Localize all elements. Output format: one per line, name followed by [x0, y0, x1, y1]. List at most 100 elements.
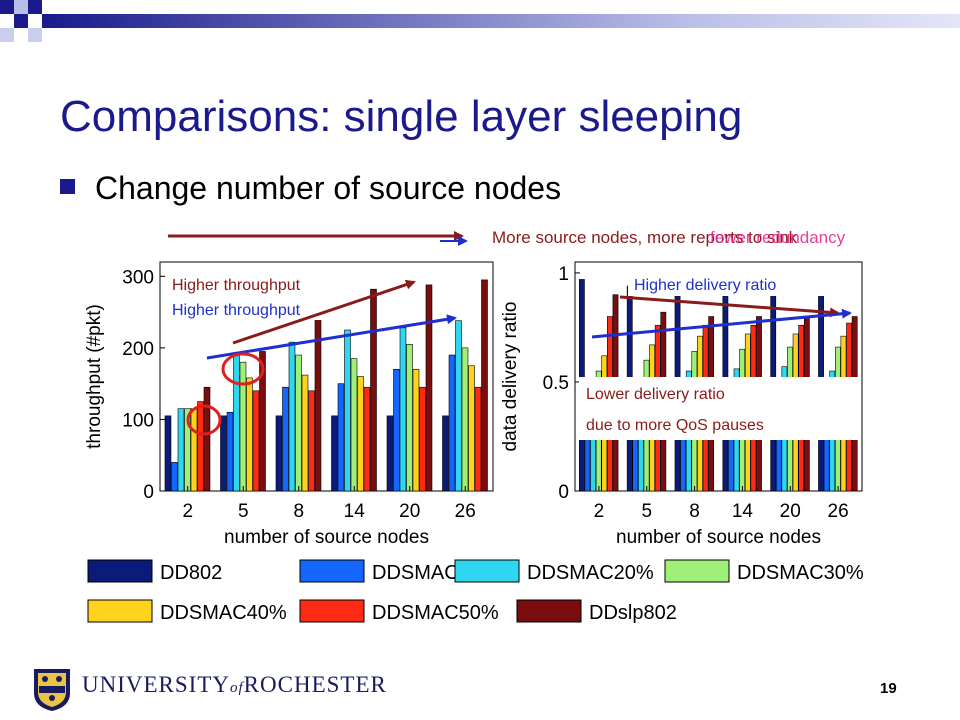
highlight-circle-2	[221, 352, 265, 386]
chart-2-xtick-label: 2	[594, 501, 605, 522]
chart-1-bar-DDSMAC50%-26	[474, 386, 482, 492]
left-arrow-dark	[232, 279, 416, 345]
chart-2-xtick-label: 26	[828, 501, 849, 522]
chart-1-bar-DD802-20	[386, 415, 394, 492]
chart-1-bar-DDSMAC30%-5	[239, 361, 247, 492]
legend-label-DDSMAC40%: DDSMAC40%	[160, 602, 287, 624]
corner-square-2	[14, 0, 28, 14]
chart-1-bar-DDSMAC50%-2	[197, 401, 204, 492]
right-annotation-bg	[628, 272, 852, 296]
wordmark-rochester: ROCHESTER	[243, 672, 387, 697]
chart-1-xlabel: number of source nodes	[224, 527, 429, 548]
chart-1-bar-DDSMAC50%-5	[252, 390, 260, 492]
chart-1-bar-DDslp802-2	[203, 386, 211, 492]
university-wordmark: UNIVERSITYofROCHESTER	[82, 672, 387, 698]
chart-1-bar-DDslp802-26	[481, 279, 488, 492]
chart-1-bar-DDSMAC10%-2	[171, 462, 178, 492]
legend-label-DDSMAC20%: DDSMAC20%	[527, 562, 654, 584]
chart-1-xtick-label: 20	[399, 501, 420, 522]
legend-label-DDSMAC30%: DDSMAC30%	[737, 562, 864, 584]
chart-1-bar-DDSMAC40%-14	[357, 376, 364, 492]
chart-1-bar-DDSMAC30%-20	[406, 343, 413, 492]
chart-1-bar-DDSMAC40%-2	[190, 408, 198, 492]
chart-1-xtick-label: 5	[238, 501, 249, 522]
chart-2-xtick-label: 8	[689, 501, 700, 522]
chart-1-bar-DDSMAC50%-20	[419, 386, 426, 492]
chart-2-ytick-label: 0.5	[543, 373, 569, 394]
chart-1-bar-DD802-8	[275, 415, 283, 492]
chart-1-bar-DDSMAC20%-14	[344, 329, 351, 492]
chart-1-ylabel: throughput (#pkt)	[84, 304, 105, 449]
top-annotation-a: More source nodes, more reports to sink	[492, 228, 798, 247]
bullet-square-icon	[60, 179, 75, 194]
legend-swatch-DDSMAC10%	[299, 559, 365, 583]
chart-1-ytick-label: 100	[122, 410, 154, 431]
slide-title: Comparisons: single layer sleeping	[60, 92, 743, 141]
chart-1-bar-DDSMAC20%-26	[455, 320, 462, 492]
chart-2-ylabel: data delivery ratio	[500, 302, 521, 452]
chart-1-bar-DDSMAC40%-20	[412, 369, 420, 492]
chart-1-bar-DD802-2	[164, 415, 172, 492]
chart-2-xlabel: number of source nodes	[616, 527, 821, 548]
chart-1-ytick-label: 0	[143, 482, 154, 503]
top-annotation-b: fewer redundancy	[710, 228, 846, 247]
chart-1-bar-DDSMAC20%-2	[177, 408, 185, 492]
legend-swatch-DDSMAC50%	[299, 599, 365, 623]
chart-1-bar-DDSMAC20%-8	[288, 341, 296, 492]
university-seal-icon	[34, 669, 70, 711]
legend-swatch-DD802	[87, 559, 153, 583]
corner-square-5	[0, 28, 14, 42]
chart-1-xtick-label: 8	[293, 501, 304, 522]
corner-square-4	[14, 14, 28, 28]
lower-annotation-line2: due to more QoS pauses	[586, 417, 764, 434]
legend-swatch-DDSMAC30%	[664, 559, 730, 583]
bullet-text: Change number of source nodes	[95, 170, 562, 206]
corner-square-6	[28, 28, 42, 42]
chart-1-bar-DDSMAC10%-20	[393, 369, 400, 492]
chart-1-bar-DDSMAC50%-8	[308, 390, 315, 492]
legend-label-DDslp802: DDslp802	[589, 602, 677, 624]
bullet-point: Change number of source nodes	[60, 170, 561, 207]
right-arrow-blue	[591, 308, 852, 339]
chart-2-xtick-label: 5	[641, 501, 652, 522]
chart-1-bar-DDSMAC20%-5	[233, 353, 240, 492]
lower-annotation-box	[579, 377, 860, 440]
chart-1-ytick-label: 200	[122, 339, 154, 360]
left-annotation-red: Higher throughput	[172, 277, 301, 294]
chart-2-ytick-label: 1	[558, 264, 569, 285]
corner-square-1	[0, 0, 14, 14]
chart-1-bar-DDslp802-20	[425, 284, 433, 492]
chart-1-xtick-label: 14	[344, 501, 366, 522]
right-annotation-blue: Higher delivery ratio	[634, 277, 776, 294]
left-annotation-blue: Higher throughput	[172, 302, 301, 319]
header-gradient-bar	[42, 14, 960, 28]
legend-swatch-DDslp802	[516, 599, 582, 623]
chart-1-bar-DDSMAC10%-8	[282, 386, 289, 492]
chart-1-xtick-label: 26	[455, 501, 476, 522]
chart-2-frame	[574, 261, 863, 492]
chart-2-xtick-label: 14	[732, 501, 754, 522]
chart-1-bar-DDSMAC40%-5	[246, 377, 253, 492]
wordmark-university: UNIVERSITY	[82, 672, 230, 697]
chart-1-ytick-label: 300	[122, 267, 154, 288]
chart-1-bar-DDSMAC10%-26	[448, 354, 456, 492]
chart-1-bar-DDSMAC30%-26	[461, 347, 469, 492]
chart-1-bar-DDslp802-5	[259, 351, 266, 492]
legend-swatch-DDSMAC20%	[454, 559, 520, 583]
lower-annotation-line1: Lower delivery ratio	[586, 386, 725, 403]
chart-1-bar-DDSMAC50%-14	[363, 386, 371, 492]
chart-2-ytick-label: 0	[558, 482, 569, 503]
chart-1-bar-DDSMAC10%-5	[226, 411, 234, 492]
left-arrow-blue	[206, 314, 457, 360]
corner-square-3	[28, 0, 42, 14]
chart-1-xtick-label: 2	[182, 501, 193, 522]
chart-1-bar-DDSMAC10%-14	[337, 383, 345, 492]
chart-1-bar-DDSMAC30%-8	[295, 354, 302, 492]
chart-1-bar-DD802-14	[331, 415, 338, 492]
chart-1-bar-DD802-26	[442, 415, 449, 492]
highlight-circle-1	[186, 404, 222, 436]
chart-2-xtick-label: 20	[780, 501, 801, 522]
legend-label-DD802: DD802	[160, 562, 222, 584]
chart-1-bar-DDslp802-14	[370, 288, 377, 492]
legend-swatch-DDSMAC40%	[87, 599, 153, 623]
